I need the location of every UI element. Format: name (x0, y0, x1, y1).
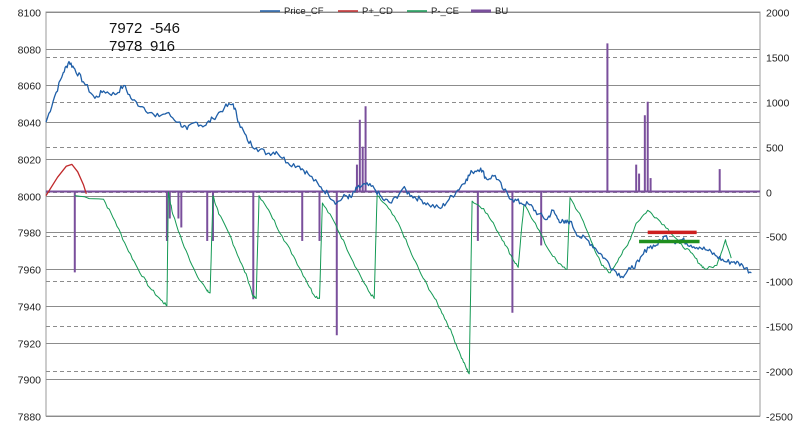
legend-label: Price_CF (284, 6, 324, 17)
right-tick-label: 2000 (766, 8, 790, 20)
series-p-cd-line (45, 163, 87, 196)
left-tick-label: 7980 (18, 228, 42, 240)
legend-item: P+_CD (338, 6, 393, 17)
plot-area (45, 11, 761, 417)
right-tick-label: 1500 (766, 53, 790, 65)
left-tick-label: 7940 (18, 302, 42, 314)
left-tick-label: 8040 (18, 118, 42, 130)
annotation-left-value: 7972 (109, 20, 142, 37)
right-tick-label: 0 (766, 188, 772, 200)
left-tick-label: 8020 (18, 155, 42, 167)
legend-label: P-_CE (431, 6, 459, 17)
series-price-cf-line (45, 60, 752, 279)
left-tick-label: 8080 (18, 45, 42, 57)
legend-label: BU (495, 6, 508, 17)
series-p-ce-line (74, 191, 732, 375)
legend-item: BU (471, 6, 508, 17)
left-tick-label: 7880 (18, 412, 42, 424)
annotation-right-value: 916 (150, 38, 175, 55)
legend-item: Price_CF (260, 6, 324, 17)
legend-label: P+_CD (362, 6, 393, 17)
annotation-left-value: 7978 (109, 38, 142, 55)
right-tick-label: 500 (766, 143, 784, 155)
right-tick-label: -1000 (766, 277, 793, 289)
right-tick-label: -500 (766, 232, 787, 244)
left-tick-label: 8100 (18, 8, 42, 20)
left-tick-label: 8060 (18, 81, 42, 93)
right-tick-label: 1000 (766, 98, 790, 110)
right-tick-label: -2000 (766, 367, 793, 379)
annotation-right-value: -546 (150, 20, 180, 37)
left-tick-label: 7960 (18, 265, 42, 277)
right-tick-label: -1500 (766, 322, 793, 334)
left-tick-label: 7920 (18, 339, 42, 351)
left-tick-label: 8000 (18, 192, 42, 204)
legend-item: P-_CE (407, 6, 459, 17)
right-tick-label: -2500 (766, 412, 793, 424)
left-tick-label: 7900 (18, 375, 42, 387)
